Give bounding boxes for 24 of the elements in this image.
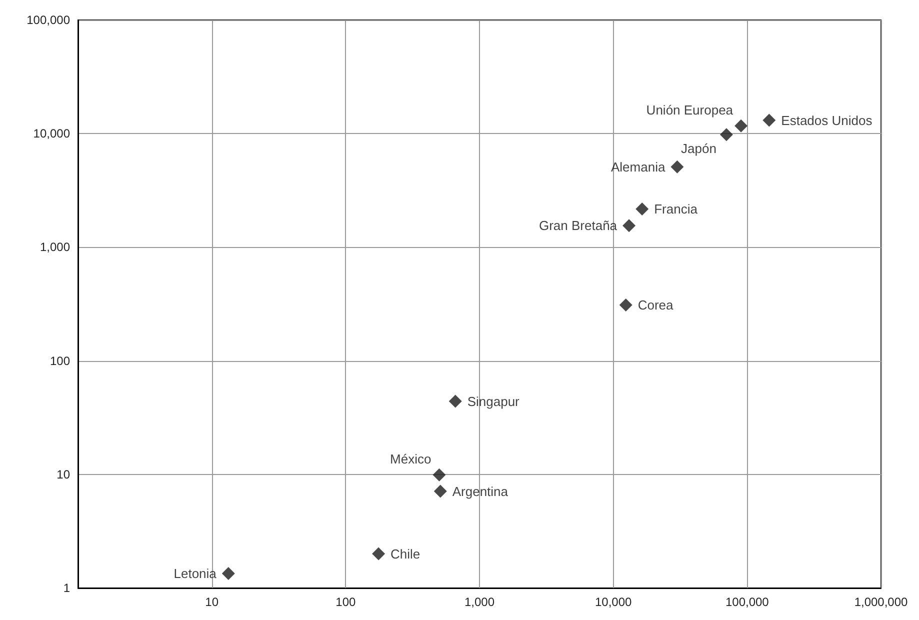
x-tick-label: 1,000,000 [854, 595, 908, 609]
annotation: México [390, 451, 432, 466]
annotation: Francia [654, 201, 698, 216]
annotation: Gran Bretaña [538, 218, 618, 234]
annotation: Argentina [452, 484, 509, 499]
annotation: Corea [638, 297, 674, 312]
y-tick-label: 10,000 [33, 126, 70, 141]
annotation: Japón [681, 141, 716, 156]
y-tick-label: 100 [50, 354, 70, 368]
annotation: Unión Europea [646, 102, 734, 118]
x-tick-label: 10,000 [594, 595, 632, 609]
annotation: Singapur [467, 394, 520, 409]
y-tick-label: 100,000 [26, 13, 70, 27]
annotation: Estados Unidos [781, 112, 873, 128]
x-tick-label: 100,000 [725, 595, 770, 609]
annotation: Chile [390, 546, 420, 562]
x-tick-label: 10 [205, 595, 219, 609]
y-tick-label: 10 [56, 467, 70, 482]
x-tick-label: 100 [336, 595, 356, 609]
x-tick-label: 1,000 [464, 595, 495, 609]
annotation: Letonia [174, 566, 218, 582]
y-tick-label: 1 [63, 581, 70, 595]
y-tick-label: 1,000 [40, 240, 70, 254]
annotation: Alemania [610, 159, 666, 174]
